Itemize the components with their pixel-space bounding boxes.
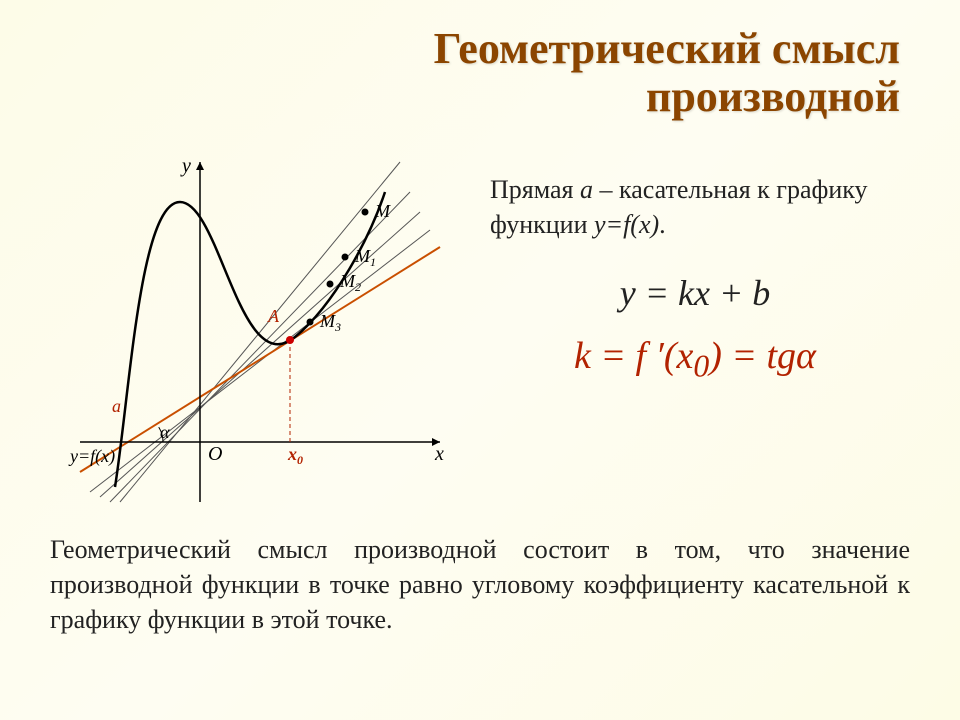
svg-text:A: A [267,306,280,326]
equation-line: y = kx + b [490,272,900,314]
eq2-lhs: k = f ′(x [574,335,693,377]
explanation-column: Прямая а – касательная к графику функции… [460,142,920,522]
desc-func: y=f(x) [594,210,659,239]
equation-derivative: k = f ′(x0) = tgα [490,334,900,385]
eq2-sub: 0 [693,349,709,384]
title-line-2: производной [646,72,900,121]
svg-text:x: x [434,443,444,465]
svg-text:M2: M2 [339,271,361,294]
svg-text:M: M [374,201,391,221]
desc-prefix: Прямая [490,175,580,204]
svg-text:M1: M1 [354,246,376,269]
desc-end: . [659,210,666,239]
graph-container: x y Oy=f(x) a α Ax0 M M1M2 M3 [40,142,460,522]
tangent-description: Прямая а – касательная к графику функции… [490,172,900,242]
svg-text:O: O [208,443,222,465]
svg-text:y=f(x): y=f(x) [68,446,115,467]
derivative-graph: x y Oy=f(x) a α Ax0 M M1M2 M3 [40,142,460,522]
svg-text:α: α [160,422,170,442]
eq2-rhs: ) = tgα [709,335,816,377]
svg-text:a: a [112,396,121,416]
main-row: x y Oy=f(x) a α Ax0 M M1M2 M3 Прямая а – касател… [0,132,960,522]
svg-text:x0: x0 [287,444,303,467]
svg-text:M3: M3 [319,311,341,334]
svg-text:y: y [180,155,191,177]
slide-title: Геометрический смысл производной [0,0,960,132]
conclusion-paragraph: Геометрический смысл производной состоит… [0,522,960,637]
desc-a-italic: а [580,175,593,204]
title-line-1: Геометрический смысл [434,24,900,73]
